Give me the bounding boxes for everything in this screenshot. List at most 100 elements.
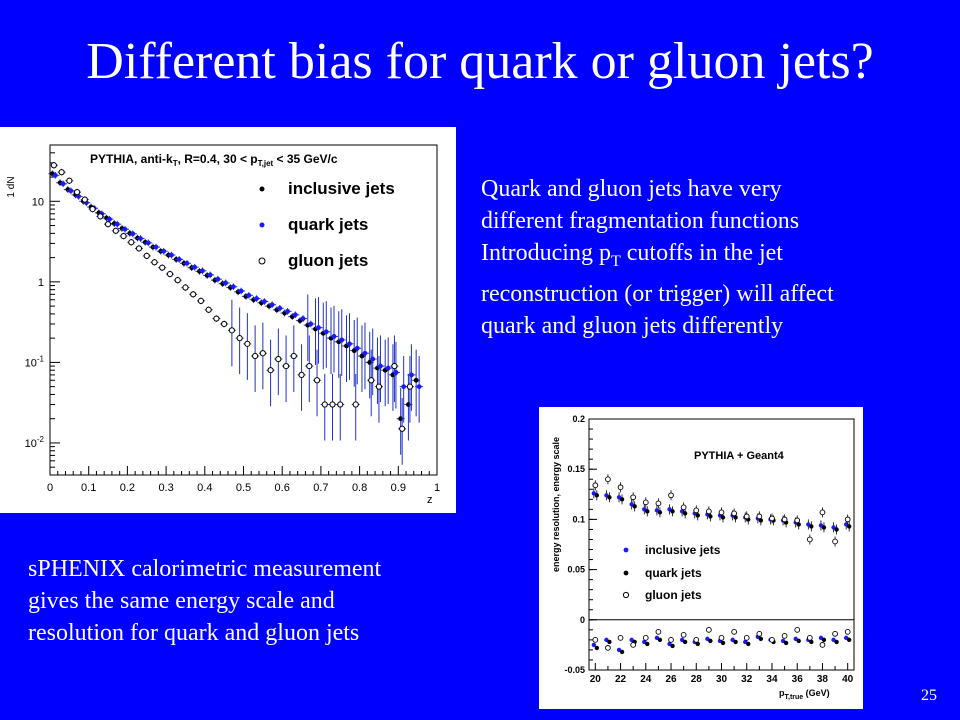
- y-tick-label: 0.15: [567, 464, 585, 474]
- quark-jets-point: [783, 640, 789, 646]
- legend-label: quark jets: [645, 566, 702, 580]
- quark-jets-point: [416, 384, 422, 390]
- y-tick-label: 10-2: [25, 435, 45, 450]
- legend-label: gluon jets: [288, 251, 368, 270]
- gluon-jets-point: [743, 513, 750, 520]
- x-tick-label: 40: [842, 674, 854, 685]
- gluon-jets-point: [391, 362, 398, 370]
- gluon-jets-point: [617, 635, 624, 641]
- quark-jets-point: [619, 497, 625, 502]
- y-tick-label: 10-1: [25, 354, 45, 369]
- gluon-jets-point: [182, 284, 189, 291]
- inclusive-jets-point: [413, 377, 419, 383]
- quark-jets-point: [846, 637, 852, 643]
- gluon-jets-point: [706, 626, 712, 633]
- text-line: reconstruction (or trigger) will affect: [481, 280, 834, 307]
- y-tick-label: 0.1: [572, 514, 585, 524]
- gluon-jets-point: [617, 484, 624, 491]
- x-tick-label: 24: [640, 674, 652, 685]
- quark-jets-point: [796, 638, 801, 644]
- gluon-jets-point: [104, 221, 112, 228]
- x-tick-label: 38: [817, 674, 829, 685]
- gluon-jets-point: [756, 631, 763, 637]
- gluon-jets-point: [399, 425, 406, 432]
- quark-jets-point: [269, 302, 275, 308]
- quark-jets-point: [347, 341, 352, 347]
- gluon-jets-point: [781, 516, 788, 523]
- gluon-jets-point: [630, 494, 637, 501]
- quark-jets-point: [708, 514, 713, 519]
- gluon-jets-point: [135, 245, 143, 252]
- gluon-jets-point: [832, 538, 838, 545]
- y-tick-label: 1: [38, 277, 44, 289]
- quark-jets-point: [52, 172, 58, 178]
- x-tick-label: 0.2: [120, 482, 135, 494]
- gluon-jets-point: [66, 177, 73, 184]
- quark-jets-point: [130, 231, 136, 237]
- gluon-jets-point: [151, 259, 158, 266]
- gluon-jets-point: [655, 628, 662, 635]
- quark-jets-point: [308, 321, 314, 327]
- quark-jets-point: [277, 305, 283, 311]
- quark-jets-point: [354, 345, 360, 351]
- x-tick-label: 0: [47, 482, 53, 494]
- gluon-jets-point: [668, 637, 674, 643]
- quark-jets-point: [645, 509, 650, 514]
- quark-jets-point: [607, 495, 612, 500]
- gluon-jets-point: [306, 362, 313, 370]
- chart-title: PYTHIA + Geant4: [694, 450, 785, 462]
- gluon-jets-point: [298, 371, 305, 378]
- quark-jets-point: [821, 637, 827, 643]
- gluon-jets-point: [259, 350, 266, 357]
- quark-jets-point: [809, 639, 814, 645]
- gluon-jets-point: [244, 340, 251, 347]
- quark-jets-point: [331, 334, 337, 339]
- text-fragment: cutoffs in the jet: [620, 240, 783, 266]
- text-line: different fragmentation functions: [481, 208, 800, 234]
- text-line: Quark and gluon jets have very: [481, 176, 782, 202]
- quark-jets-point: [292, 312, 298, 318]
- quark-jets-point: [594, 493, 600, 498]
- text-line: gives the same energy scale and: [28, 588, 335, 614]
- gluon-jets-point: [718, 635, 725, 641]
- gluon-jets-point: [731, 628, 737, 635]
- x-axis-label: pT,true (GeV): [779, 688, 830, 701]
- summary-text-block: sPHENIX calorimetric measurement gives t…: [28, 553, 381, 649]
- quark-jets-point: [657, 637, 663, 643]
- gluon-jets-point: [73, 189, 81, 196]
- gluon-jets-point: [282, 362, 290, 370]
- gluon-jets-point: [97, 213, 104, 220]
- x-tick-label: 20: [590, 674, 602, 685]
- legend-label: inclusive jets: [288, 179, 395, 198]
- quark-jets-point: [809, 524, 814, 529]
- gluon-jets-point: [352, 401, 359, 408]
- quark-jets-point: [114, 221, 120, 227]
- fragmentation-chart: 0 0.1 0.2 0.3 0.4 0.5 0.6 0.7 0.8 0.9 1 z 10-2 10-1 1 1…: [0, 127, 456, 513]
- x-tick-label: 0.3: [158, 482, 173, 494]
- quark-jets-point: [720, 640, 726, 646]
- quark-jets-point: [261, 299, 267, 304]
- gluon-jets-point: [252, 352, 259, 360]
- x-tick-label: 0.9: [391, 482, 406, 494]
- quark-jets-point: [682, 511, 688, 516]
- x-tick-label: 26: [665, 674, 677, 685]
- quark-jets-point: [230, 284, 236, 290]
- gluon-jets-point: [213, 315, 220, 322]
- gluon-jets-point: [642, 499, 649, 506]
- quark-jets-point: [670, 643, 675, 649]
- quark-jets-point: [254, 296, 260, 301]
- quark-jets-point: [834, 639, 839, 645]
- gluon-jets-point: [166, 270, 174, 278]
- y-tick-label: 0.2: [572, 414, 585, 424]
- quark-jets-point: [401, 384, 407, 390]
- quark-jets-point: [733, 639, 738, 645]
- gluon-jets-point: [368, 377, 375, 384]
- quark-jets-point: [323, 329, 329, 335]
- gluon-jets-point: [406, 383, 414, 390]
- legend-marker: [259, 222, 265, 228]
- quark-jets-point: [107, 216, 112, 222]
- gluon-jets-point: [290, 352, 297, 360]
- chart-title: PYTHIA, anti-kT, R=0.4, 30 < pT,jet < 35…: [90, 152, 338, 168]
- quark-jets-point: [60, 181, 66, 187]
- gluon-jets-point: [693, 507, 700, 514]
